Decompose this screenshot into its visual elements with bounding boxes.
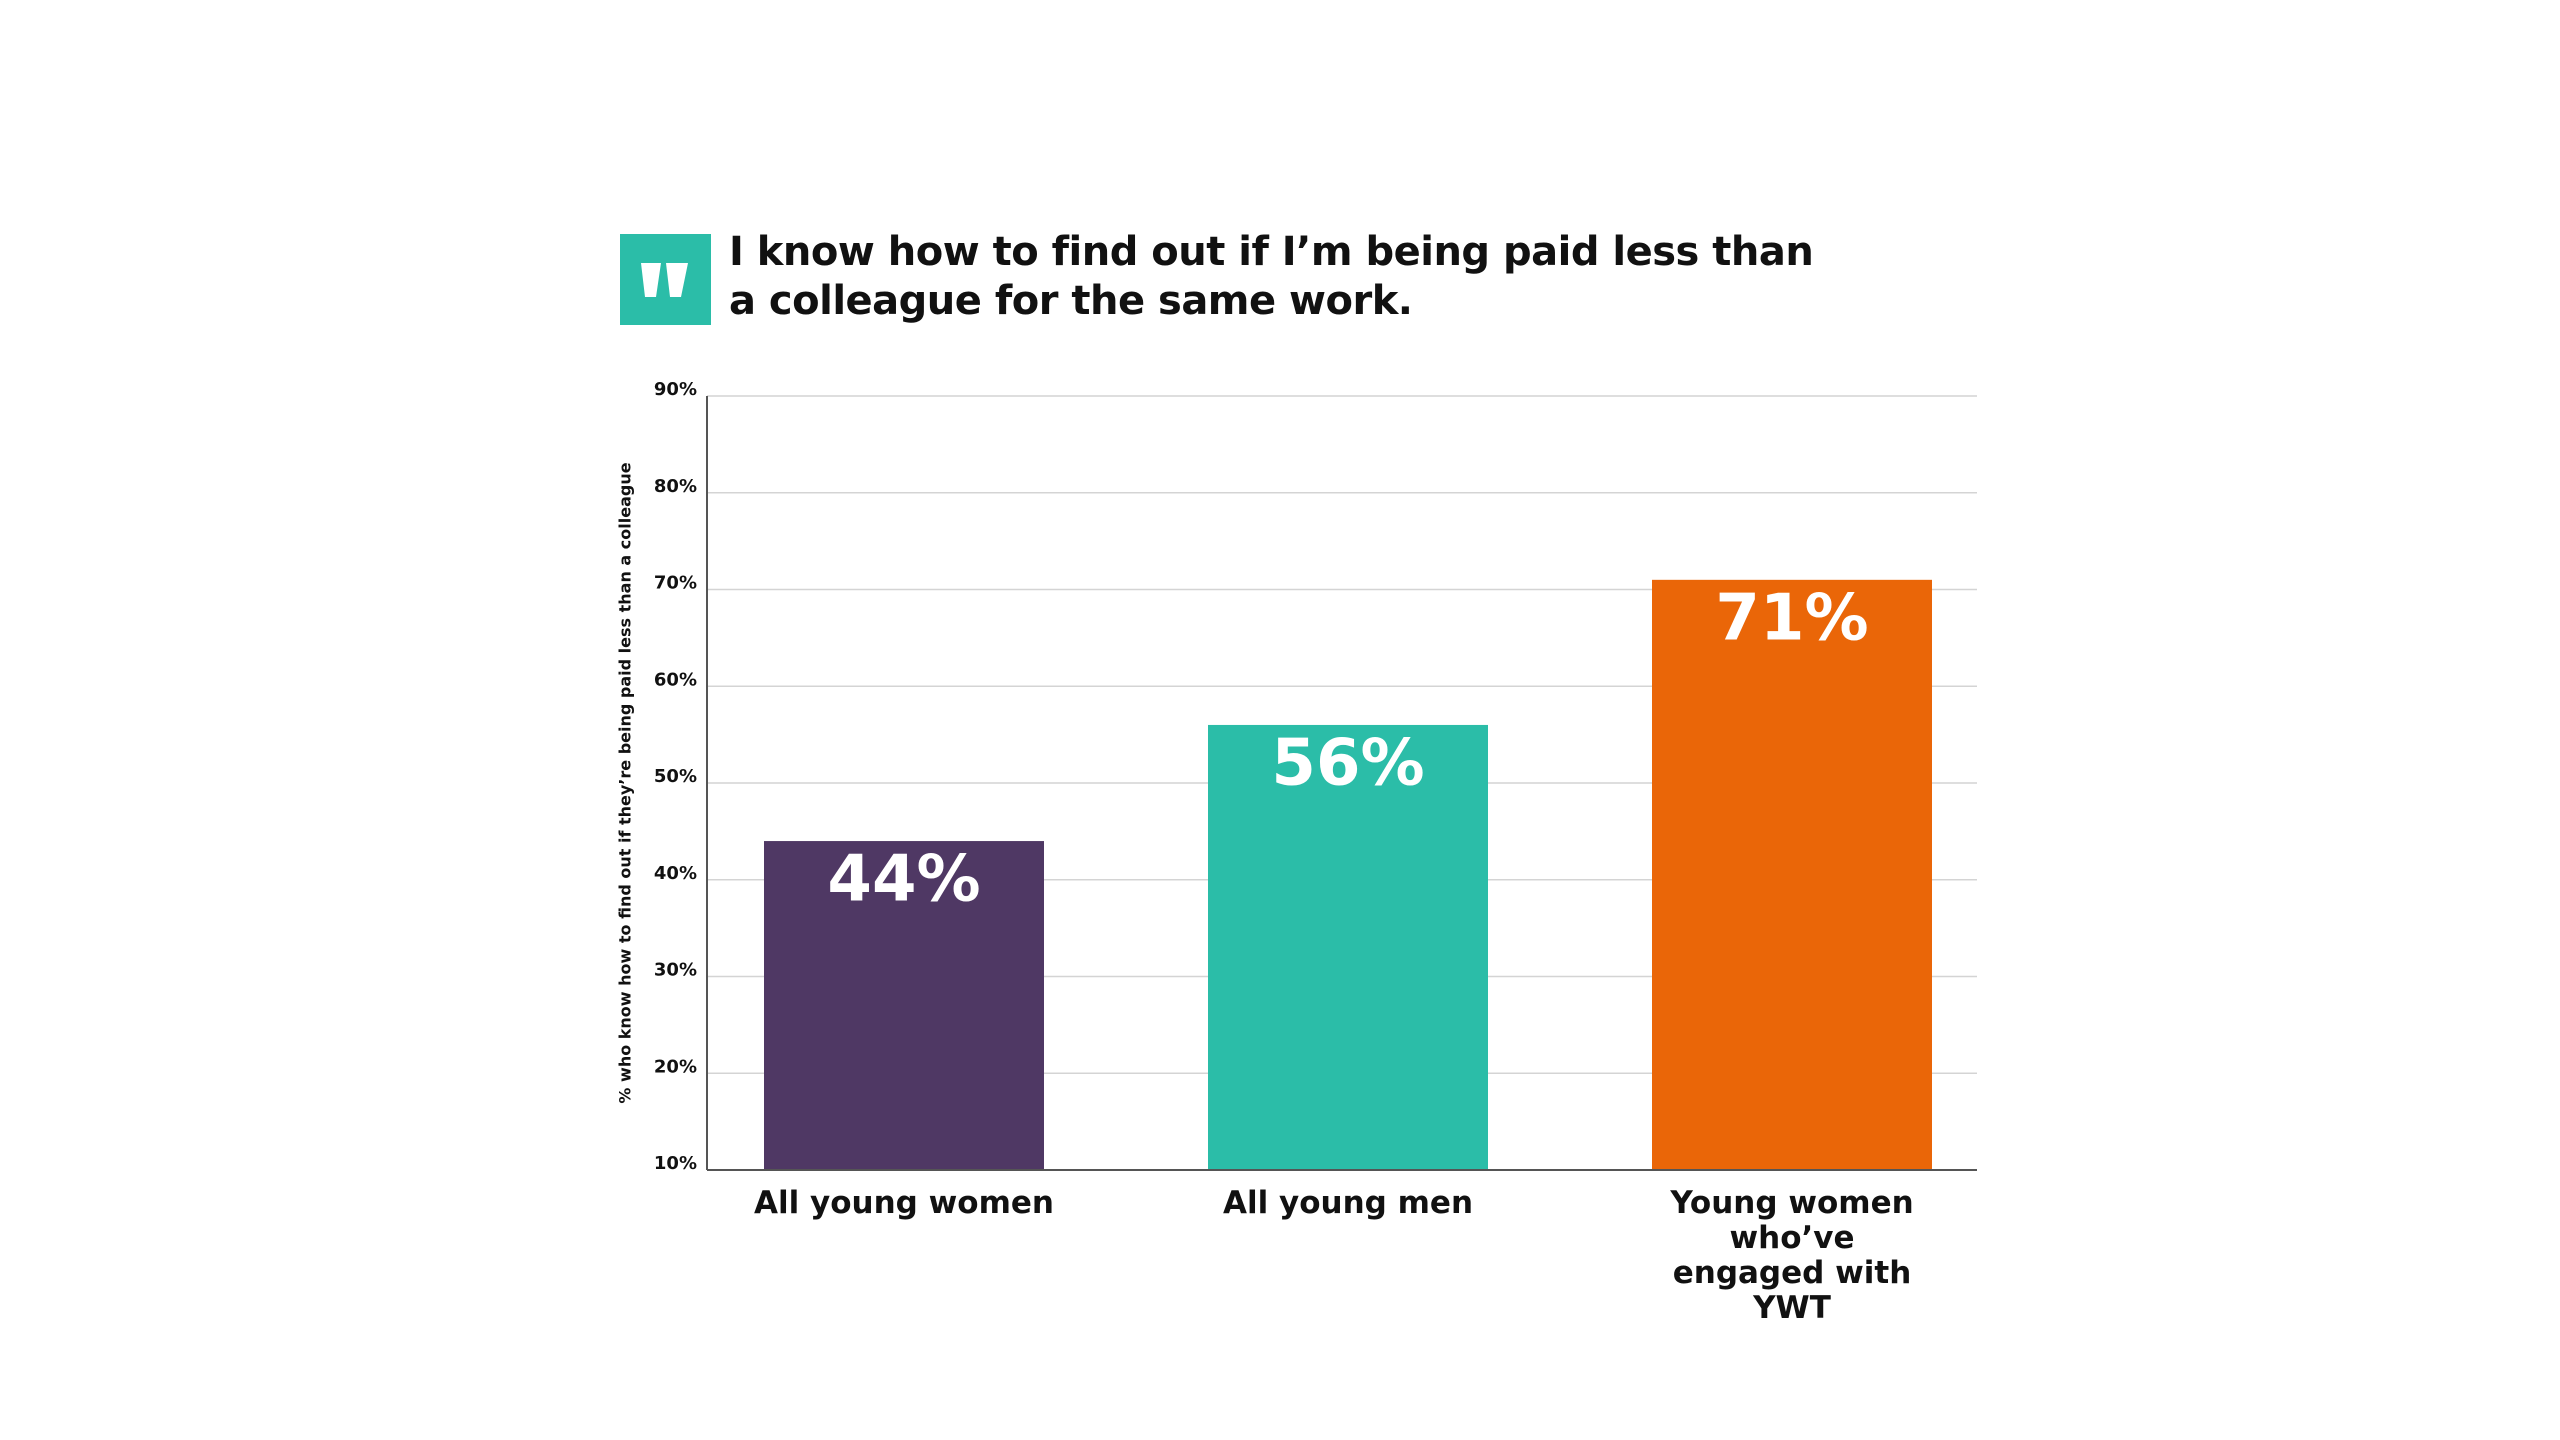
x-tick-label: All young women	[754, 1185, 1054, 1221]
y-axis-label: % who know how to find out if they’re be…	[616, 462, 635, 1103]
y-tick-label: 80%	[654, 476, 697, 497]
y-tick-label: 20%	[654, 1056, 697, 1077]
x-tick-label: All young men	[1222, 1185, 1474, 1221]
value-label: 71%	[1715, 581, 1868, 655]
y-tick-label: 60%	[654, 669, 697, 690]
y-tick-label: 70%	[654, 573, 697, 594]
chart-title: I know how to find out if I’m being paid…	[729, 229, 1814, 324]
value-label: 56%	[1271, 727, 1424, 801]
x-tick-label: Young women who’ve engaged with YWT	[1670, 1185, 1914, 1326]
bar	[1652, 579, 1932, 1170]
y-tick-label: 90%	[654, 379, 697, 400]
bar	[764, 841, 1044, 1170]
y-tick-label: 50%	[654, 766, 697, 787]
y-tick-label: 30%	[654, 960, 697, 981]
value-label: 44%	[827, 843, 980, 917]
quote-icon	[620, 234, 711, 325]
y-tick-label: 40%	[654, 863, 697, 884]
bar	[1208, 724, 1488, 1170]
y-tick-label: 10%	[654, 1153, 697, 1174]
